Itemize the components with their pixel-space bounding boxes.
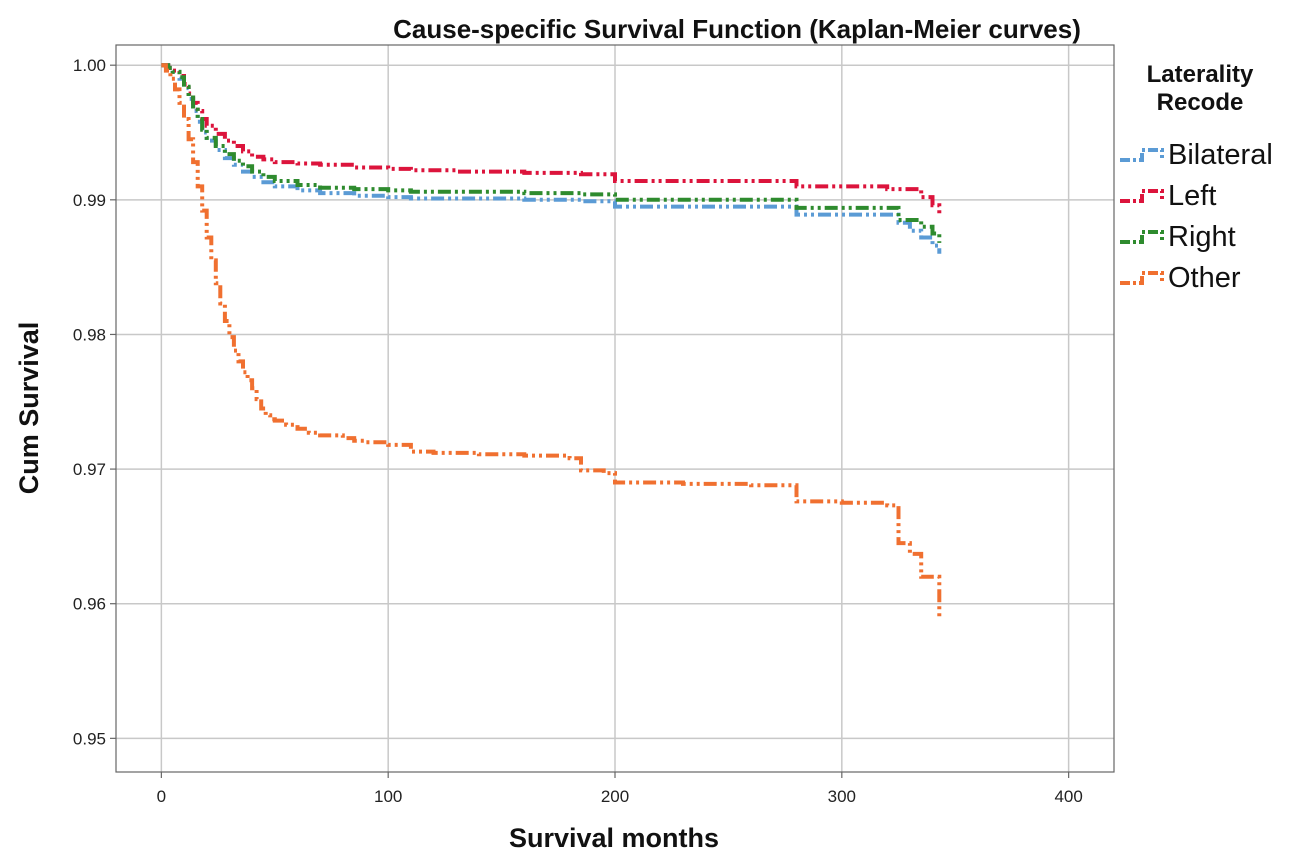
legend-title: Laterality bbox=[1147, 61, 1254, 88]
legend-label: Other bbox=[1168, 262, 1241, 294]
x-axis-label: Survival months bbox=[509, 823, 719, 853]
y-axis-label: Cum Survival bbox=[14, 322, 44, 495]
series-lines bbox=[161, 63, 942, 618]
x-tick-label: 400 bbox=[1054, 787, 1082, 806]
x-tick-label: 200 bbox=[601, 787, 629, 806]
legend-swatch bbox=[1120, 271, 1164, 285]
legend-item-other: Other bbox=[1120, 262, 1241, 294]
axes: 0 100 200 300 400 0.95 0.96 0.97 0.98 0.99 1.00 bbox=[73, 56, 1083, 806]
series-line-left bbox=[161, 63, 942, 214]
y-tick-label: 0.95 bbox=[73, 729, 106, 748]
legend-swatch bbox=[1120, 230, 1164, 244]
chart-title: Cause-specific Survival Function (Kaplan… bbox=[393, 14, 1081, 44]
legend-label: Right bbox=[1168, 221, 1236, 253]
y-tick-label: 0.98 bbox=[73, 325, 106, 344]
x-tick-label: 300 bbox=[828, 787, 856, 806]
legend-item-bilateral: Bilateral bbox=[1120, 139, 1273, 171]
y-tick-label: 0.97 bbox=[73, 460, 106, 479]
y-tick-label: 0.96 bbox=[73, 595, 106, 614]
legend-title: Recode bbox=[1157, 89, 1244, 116]
series-line-right bbox=[161, 63, 942, 243]
legend-item-left: Left bbox=[1120, 180, 1216, 212]
y-tick-label: 1.00 bbox=[73, 56, 106, 75]
legend-label: Left bbox=[1168, 180, 1216, 212]
legend-swatch bbox=[1120, 148, 1164, 162]
x-tick-label: 0 bbox=[157, 787, 166, 806]
grid-lines bbox=[116, 45, 1114, 772]
x-tick-label: 100 bbox=[374, 787, 402, 806]
series-line-bilateral bbox=[161, 63, 942, 254]
legend-label: Bilateral bbox=[1168, 139, 1273, 171]
series-line-other bbox=[161, 63, 942, 618]
legend-swatch bbox=[1120, 189, 1164, 203]
y-tick-label: 0.99 bbox=[73, 191, 106, 210]
legend-item-right: Right bbox=[1120, 221, 1236, 253]
